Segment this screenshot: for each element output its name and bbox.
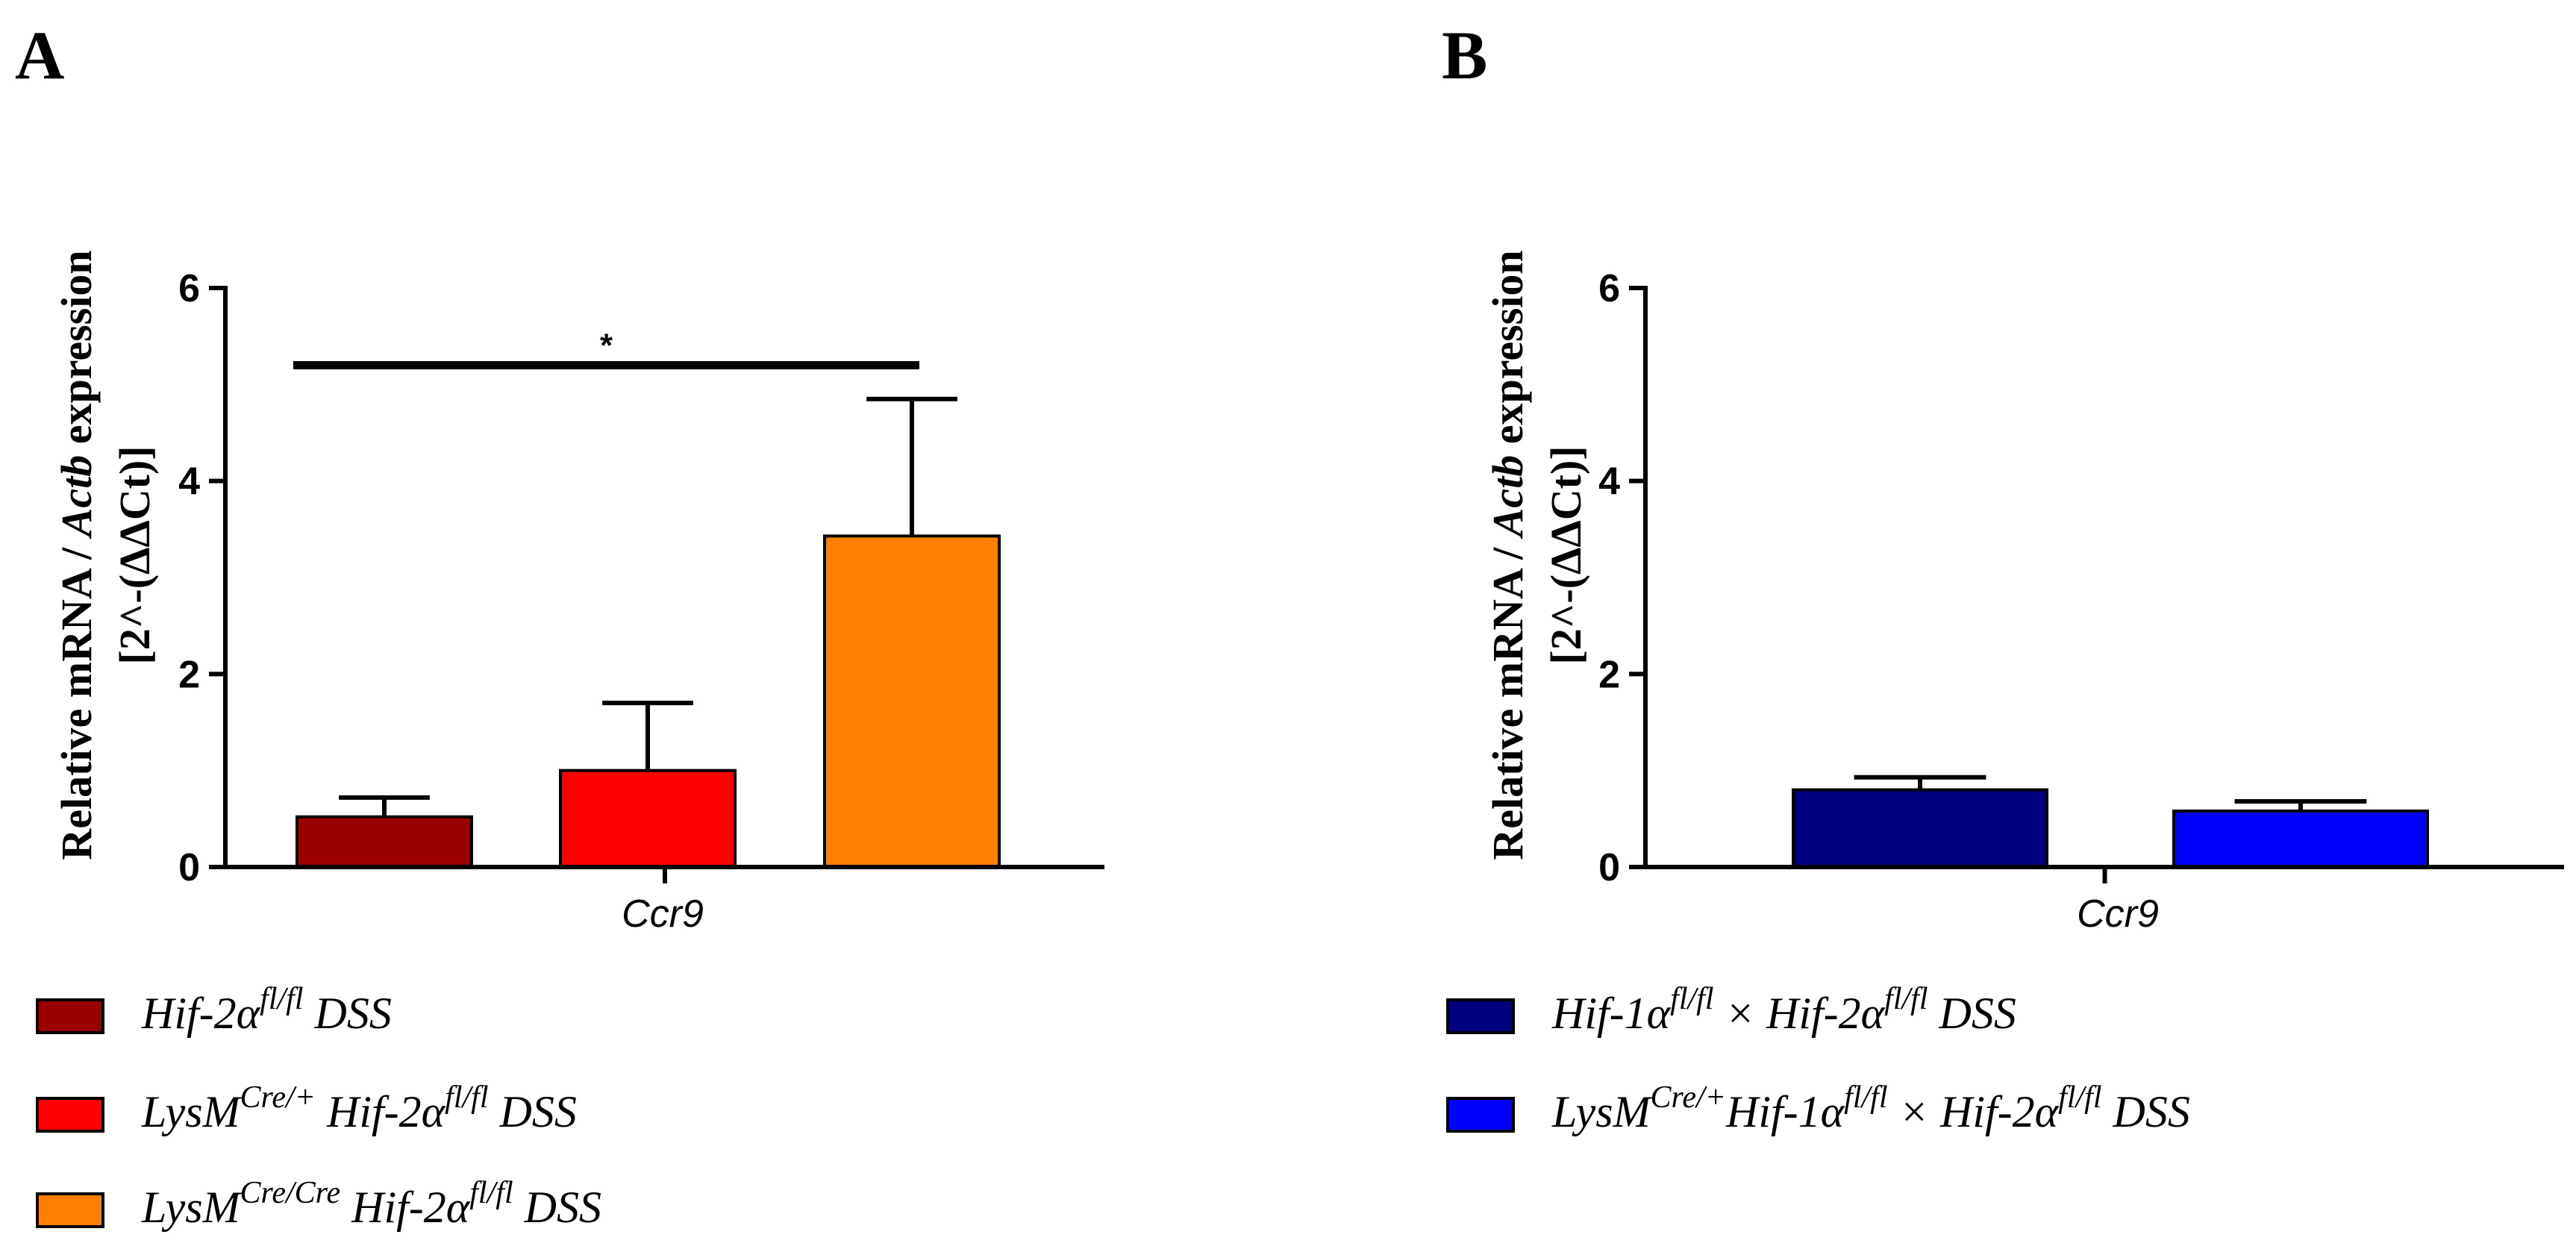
bar bbox=[823, 534, 1001, 869]
panel-b: B 0 2 4 6 Ccr9 Relative mRNA / Actb expression… bbox=[1442, 17, 2564, 1136]
x-category-label: Ccr9 bbox=[2077, 892, 2159, 936]
bar bbox=[296, 815, 473, 869]
panel-letter: A bbox=[15, 17, 64, 93]
legend-swatch bbox=[36, 1097, 104, 1133]
y-axis-label: Relative mRNA / Actb expression bbox=[1484, 250, 1532, 860]
panel-a: A 0 2 4 6 Ccr9 Relative mRNA / Actb expression… bbox=[15, 17, 1104, 1232]
bar bbox=[2172, 809, 2429, 869]
y-tick-label: 2 bbox=[1598, 653, 1620, 696]
legend-entry: Hif-2αfl/fl DSS bbox=[141, 982, 392, 1038]
y-tick-label: 4 bbox=[178, 460, 200, 504]
y-tick-label: 6 bbox=[1598, 267, 1620, 310]
legend-swatch bbox=[36, 1192, 104, 1228]
legend: Hif-2αfl/fl DSS LysMCre/+ Hif-2αfl/fl DSS… bbox=[36, 982, 601, 1232]
y-axis-label-line2: [2^-(ΔΔCt)] bbox=[1542, 445, 1590, 664]
bar bbox=[559, 769, 737, 869]
y-tick-label: 4 bbox=[1598, 460, 1620, 504]
significance-label: * bbox=[600, 327, 613, 363]
y-tick-label: 0 bbox=[178, 846, 200, 889]
panel-letter: B bbox=[1442, 17, 1487, 93]
legend-entry: Hif-1αfl/fl × Hif-2αfl/fl DSS bbox=[1551, 982, 2016, 1038]
legend-entry: LysMCre/+Hif-1αfl/fl × Hif-2αfl/fl DSS bbox=[1551, 1080, 2190, 1136]
y-tick-label: 6 bbox=[178, 267, 200, 310]
legend: Hif-1αfl/fl × Hif-2αfl/fl DSS LysMCre/+Hi… bbox=[1446, 982, 2190, 1136]
legend-entry: LysMCre/Cre Hif-2αfl/fl DSS bbox=[141, 1176, 601, 1232]
y-axis-label-line2: [2^-(ΔΔCt)] bbox=[110, 445, 159, 664]
bar bbox=[1792, 788, 2048, 869]
legend-swatch bbox=[1446, 998, 1515, 1034]
y-axis-label: Relative mRNA / Actb expression bbox=[52, 250, 101, 860]
legend-swatch bbox=[36, 998, 104, 1034]
legend-entry: LysMCre/+ Hif-2αfl/fl DSS bbox=[141, 1080, 577, 1136]
y-tick-label: 2 bbox=[178, 653, 200, 696]
y-tick-label: 0 bbox=[1598, 846, 1620, 889]
x-category-label: Ccr9 bbox=[622, 892, 704, 936]
legend-swatch bbox=[1446, 1097, 1515, 1133]
